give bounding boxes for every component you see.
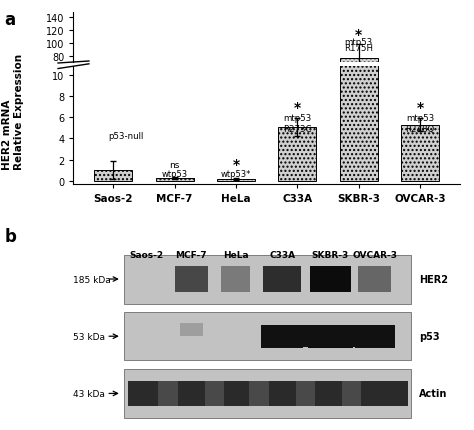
Text: OVCAR-3: OVCAR-3 [352,251,397,260]
Bar [249,381,269,406]
Text: HeLa: HeLa [223,251,248,260]
Text: HER2: HER2 [419,274,448,284]
Bar [124,255,411,304]
Bar [124,369,411,418]
Bar [205,381,224,406]
Text: wtp53*: wtp53* [221,170,251,179]
Text: R248Q: R248Q [405,124,435,133]
Bar [221,267,250,292]
Bar [358,267,391,292]
Bar [339,0,378,181]
Text: wtp53: wtp53 [162,169,188,178]
Text: ns: ns [170,161,180,170]
Bar [94,171,132,181]
Bar [308,325,353,348]
Bar [263,267,301,292]
Bar [355,325,395,348]
Text: *: * [232,158,239,172]
Bar [94,107,132,108]
Text: p53: p53 [419,332,440,341]
Text: C33A: C33A [269,251,295,260]
Text: mtp53: mtp53 [345,38,373,47]
Text: b: b [5,228,17,246]
Bar [342,381,361,406]
Bar [155,179,194,181]
Bar [310,267,351,292]
Text: p53-null: p53-null [109,132,144,141]
Bar [180,323,203,336]
Text: Actin: Actin [419,389,447,399]
Bar [261,326,395,347]
Bar [128,381,408,406]
Text: a: a [5,11,16,29]
Bar [278,104,316,108]
Bar [339,59,378,108]
Text: R175H: R175H [344,43,373,52]
Text: 53 kDa: 53 kDa [73,332,106,341]
Text: SKBR-3: SKBR-3 [312,251,349,260]
Text: *: * [294,101,301,115]
Text: mtp53: mtp53 [406,114,434,123]
Bar [217,179,255,181]
Bar [261,325,303,348]
Text: Saos-2: Saos-2 [130,251,164,260]
Bar [401,125,439,181]
Text: HER2 mRNA
Relative Expression: HER2 mRNA Relative Expression [2,54,24,170]
Bar [401,104,439,108]
Bar [158,381,178,406]
Bar [124,313,411,360]
Text: R273C: R273C [283,124,311,133]
Bar [175,267,208,292]
Text: 185 kDa: 185 kDa [73,275,111,284]
Text: *: * [355,28,362,42]
Text: MCF-7: MCF-7 [175,251,207,260]
Text: 43 kDa: 43 kDa [73,389,105,398]
Text: *: * [416,101,423,115]
Bar [278,127,316,181]
Bar [296,381,315,406]
Text: mtp53: mtp53 [283,114,311,123]
